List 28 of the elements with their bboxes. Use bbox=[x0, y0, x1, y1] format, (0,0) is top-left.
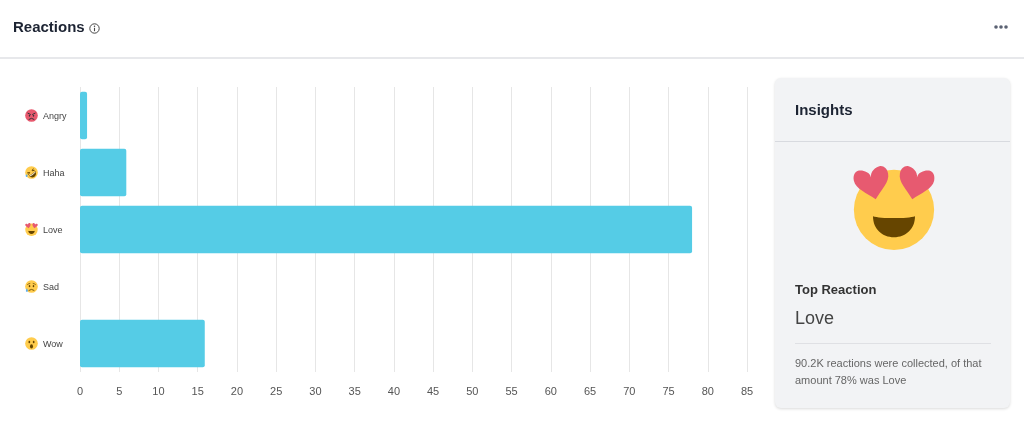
x-tick-label: 15 bbox=[191, 384, 204, 397]
x-tick-label: 25 bbox=[270, 384, 283, 397]
x-tick-label: 40 bbox=[387, 384, 401, 397]
x-tick-label: 10 bbox=[152, 384, 165, 397]
text: 90.2K reactions were collected, of that amount 78% was Love bbox=[795, 357, 982, 386]
text: Top Reaction bbox=[795, 282, 877, 297]
y-tick-label: Love bbox=[43, 224, 63, 235]
y-tick-label: Wow bbox=[43, 338, 64, 349]
x-tick-label: 30 bbox=[309, 384, 322, 397]
x-tick-label: 45 bbox=[426, 384, 440, 397]
y-tick-label: Angry bbox=[43, 110, 68, 121]
y-tick-label: Sad bbox=[43, 281, 60, 292]
text: Love bbox=[795, 308, 835, 328]
x-tick-label: 70 bbox=[623, 384, 636, 397]
x-tick-label: 65 bbox=[583, 384, 597, 397]
x-tick-label: 5 bbox=[116, 384, 123, 397]
y-tick-label: Haha bbox=[43, 167, 65, 178]
text: Insights bbox=[795, 101, 853, 118]
x-tick-label: 85 bbox=[740, 384, 754, 397]
x-tick-label: 60 bbox=[544, 384, 557, 397]
x-tick-label: 75 bbox=[662, 384, 675, 397]
x-tick-label: 20 bbox=[230, 384, 244, 397]
x-tick-label: 0 bbox=[76, 384, 84, 397]
x-tick-label: 55 bbox=[505, 384, 518, 397]
chart-title: Reactions bbox=[13, 18, 85, 35]
x-tick-label: 80 bbox=[701, 384, 714, 397]
x-tick-label: 35 bbox=[348, 384, 361, 397]
x-tick-label: 50 bbox=[466, 384, 479, 397]
